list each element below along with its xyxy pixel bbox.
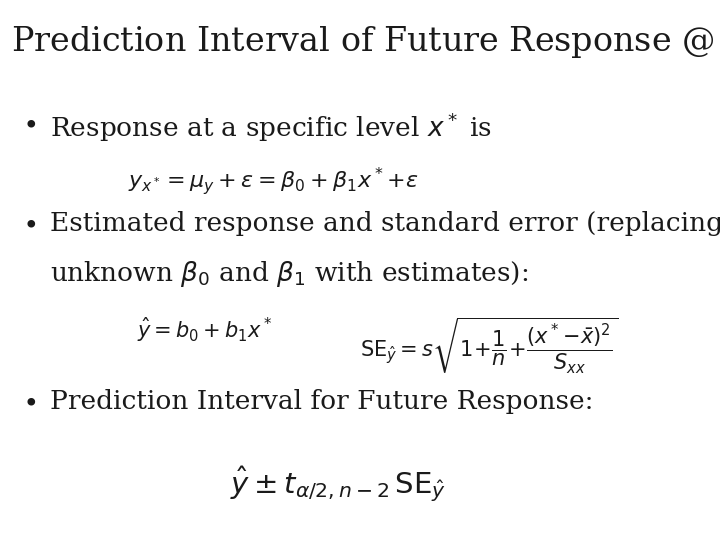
Text: $\hat{y} = b_0 + b_1 x^*$: $\hat{y} = b_0 + b_1 x^*$	[137, 316, 272, 345]
Text: $\bullet$: $\bullet$	[22, 389, 36, 414]
Text: Estimated response and standard error (replacing: Estimated response and standard error (r…	[50, 211, 720, 235]
Text: Response at a specific level $x^*$ is: Response at a specific level $x^*$ is	[50, 111, 492, 144]
Text: Prediction Interval of Future Response @ $x\!=\!x^*$: Prediction Interval of Future Response @…	[11, 19, 720, 60]
Text: unknown $\beta_0$ and $\beta_1$ with estimates):: unknown $\beta_0$ and $\beta_1$ with est…	[50, 259, 528, 289]
Text: $\hat{y} \pm t_{\alpha/2,n-2}\,\mathrm{SE}_{\hat{y}}$: $\hat{y} \pm t_{\alpha/2,n-2}\,\mathrm{S…	[230, 464, 446, 504]
Text: $y_{x^*} = \mu_y + \varepsilon = \beta_0 + \beta_1 x^* \!+\! \varepsilon$: $y_{x^*} = \mu_y + \varepsilon = \beta_0…	[128, 165, 419, 197]
Text: $\bullet$: $\bullet$	[22, 211, 36, 235]
Text: $\bullet$: $\bullet$	[22, 111, 36, 136]
Text: $\mathrm{SE}_{\hat{y}} = s\sqrt{1\!+\!\dfrac{1}{n}\!+\!\dfrac{(x^*\!-\!\bar{x})^: $\mathrm{SE}_{\hat{y}} = s\sqrt{1\!+\!\d…	[360, 316, 618, 376]
Text: Prediction Interval for Future Response:: Prediction Interval for Future Response:	[50, 389, 594, 414]
